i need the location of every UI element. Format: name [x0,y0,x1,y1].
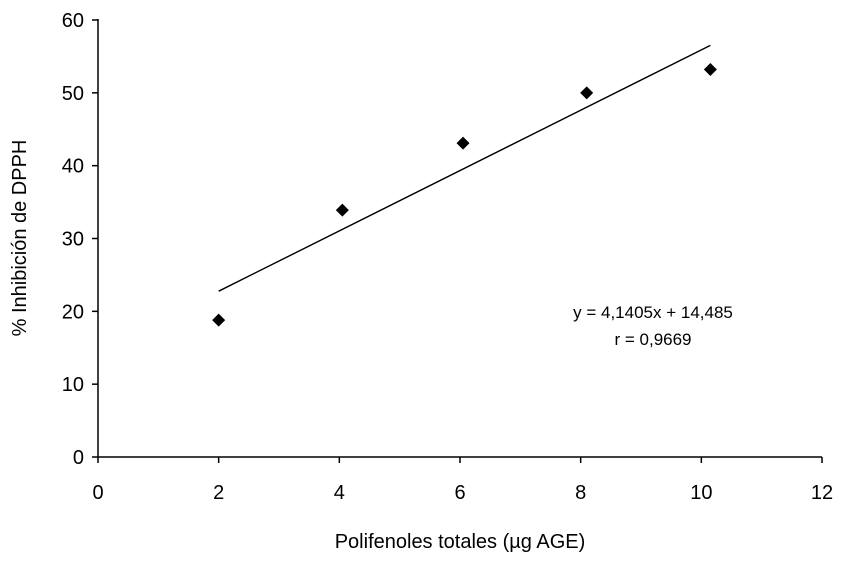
data-point-marker [457,137,470,150]
data-point-marker [704,63,717,76]
data-point-marker [336,204,349,217]
y-tick-label: 40 [62,156,84,178]
x-tick-label: 2 [213,482,224,504]
y-axis-ticks: 0 10 20 30 40 50 60 [62,10,98,469]
x-axis-title: Polifenoles totales (µg AGE) [335,531,586,553]
correlation-coefficient: r = 0,9669 [614,330,691,349]
data-points [212,63,717,327]
trendline [219,45,711,291]
x-tick-label: 6 [454,482,465,504]
y-tick-label: 0 [73,447,84,469]
x-tick-label: 10 [690,482,712,504]
x-tick-label: 12 [811,482,833,504]
y-tick-label: 20 [62,301,84,323]
x-tick-label: 4 [334,482,345,504]
x-tick-label: 0 [92,482,103,504]
regression-equation: y = 4,1405x + 14,485 [573,303,733,322]
data-point-marker [212,314,225,327]
y-tick-label: 50 [62,83,84,105]
x-axis-ticks: 0 2 4 6 8 10 12 [92,457,833,504]
y-tick-label: 60 [62,10,84,32]
y-tick-label: 30 [62,229,84,251]
data-point-marker [580,86,593,99]
y-axis-title: % Inhibición de DPPH [9,140,31,337]
x-tick-label: 8 [575,482,586,504]
y-tick-label: 10 [62,374,84,396]
